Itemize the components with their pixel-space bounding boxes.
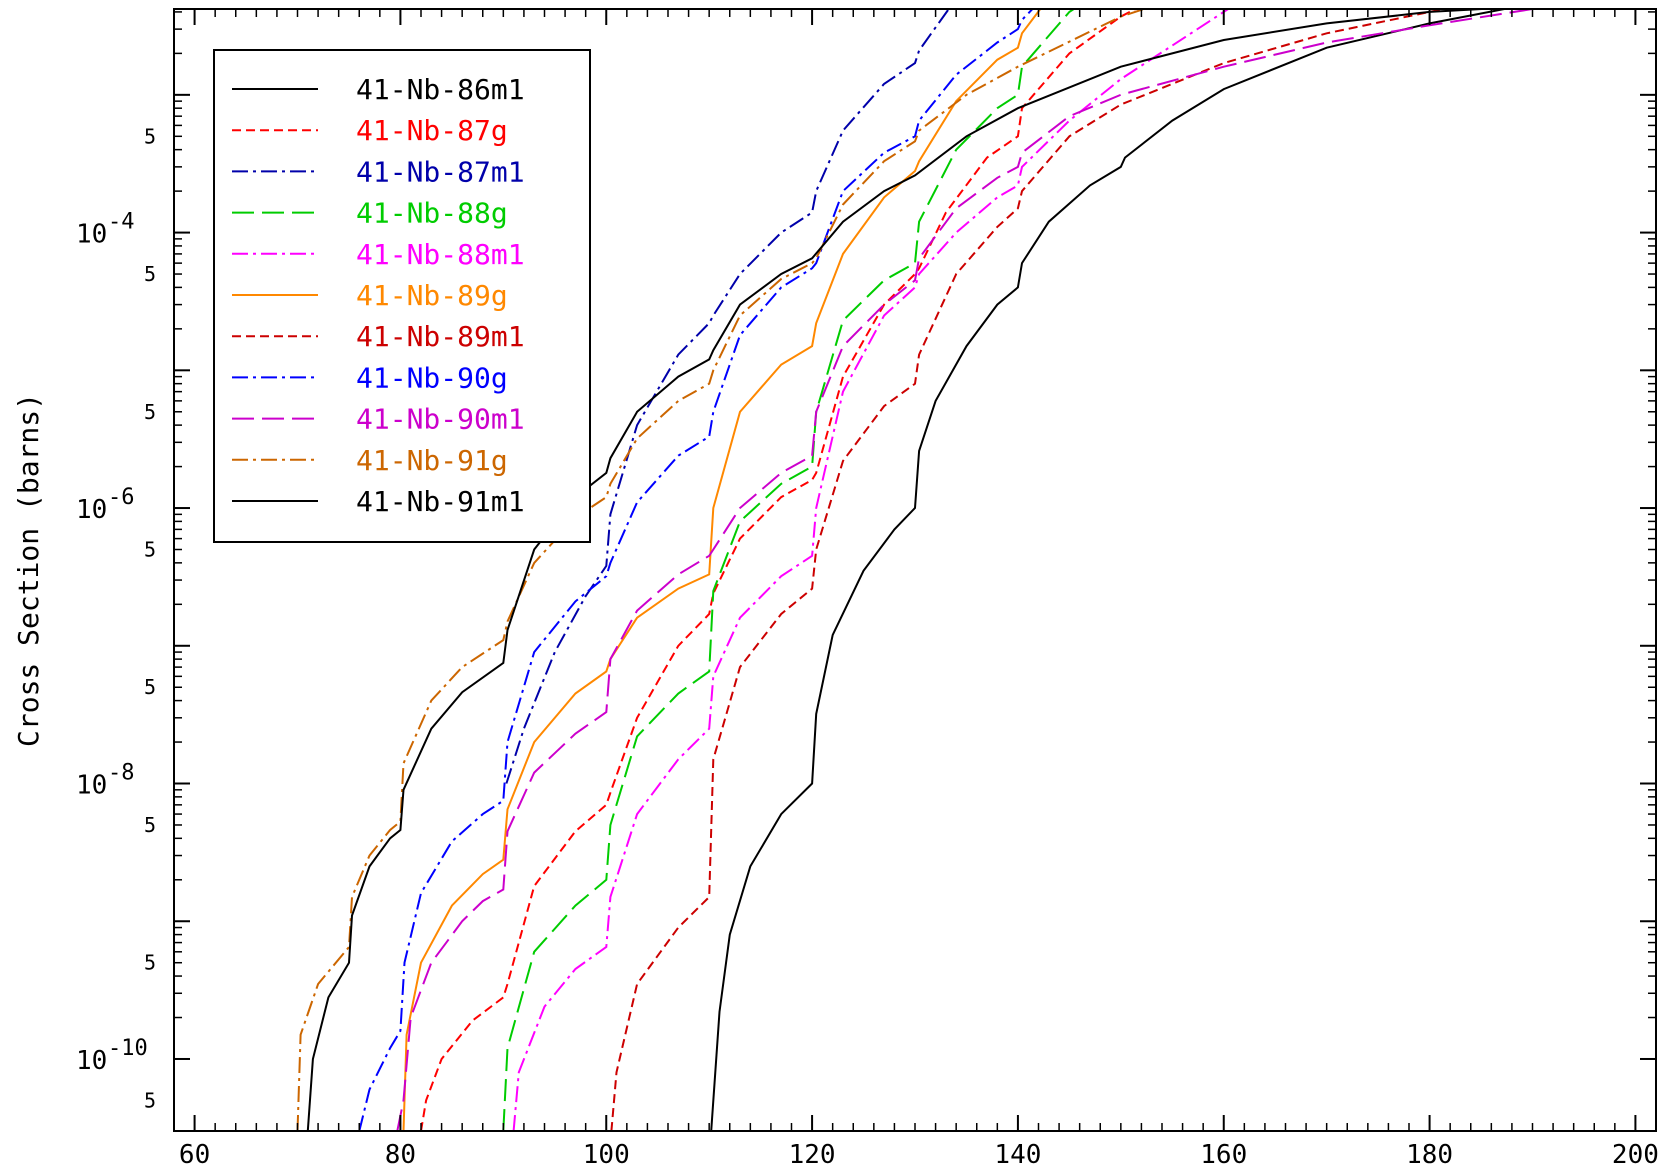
legend-label: 41-Nb-91m1 xyxy=(356,485,525,518)
legend-label: 41-Nb-87m1 xyxy=(356,155,525,188)
x-tick-label: 200 xyxy=(1612,1140,1659,1170)
legend-label: 41-Nb-86m1 xyxy=(356,73,525,106)
legend-label: 41-Nb-90g xyxy=(356,361,508,394)
legend-label: 41-Nb-89m1 xyxy=(356,320,525,353)
y-minor-tick-label: 5 xyxy=(144,1088,156,1112)
series-line-41-Nb-91m1 xyxy=(306,9,1501,1131)
legend-label: 41-Nb-90m1 xyxy=(356,403,525,436)
y-minor-tick-label: 5 xyxy=(144,813,156,837)
x-tick-label: 80 xyxy=(385,1140,416,1170)
x-tick-label: 60 xyxy=(179,1140,210,1170)
y-tick-label-exponent: -8 xyxy=(108,761,135,786)
x-tick-label: 140 xyxy=(994,1140,1041,1170)
y-minor-tick-label: 5 xyxy=(144,538,156,562)
y-minor-tick-label: 5 xyxy=(144,675,156,699)
series-layer xyxy=(296,9,1540,1131)
x-tick-label: 100 xyxy=(583,1140,630,1170)
x-tick-label: 160 xyxy=(1200,1140,1247,1170)
series-line-41-Nb-88m1 xyxy=(512,9,1231,1131)
x-tick-label: 120 xyxy=(789,1140,836,1170)
series-line-41-Nb-89g xyxy=(402,9,1042,1131)
y-tick-label-base: 10 xyxy=(76,771,107,801)
legend-label: 41-Nb-91g xyxy=(356,444,508,477)
series-line-41-Nb-87g xyxy=(420,9,1138,1131)
legend: 41-Nb-86m1 41-Nb-87g 41-Nb-87m1 41-Nb-88g 41… xyxy=(213,49,591,543)
y-minor-tick-label: 5 xyxy=(144,262,156,286)
legend-label: 41-Nb-87g xyxy=(356,114,508,147)
series-line-41-Nb-91g xyxy=(296,9,1148,1131)
x-tick-label: 180 xyxy=(1406,1140,1453,1170)
legend-label: 41-Nb-88g xyxy=(356,197,508,230)
y-minor-tick-label: 5 xyxy=(144,124,156,148)
y-tick-label-base: 10 xyxy=(76,1046,107,1076)
series-line-41-Nb-90m1 xyxy=(396,9,1540,1131)
legend-label: 41-Nb-89g xyxy=(356,279,508,312)
y-tick-label-exponent: -6 xyxy=(108,485,135,510)
legend-label: 41-Nb-88m1 xyxy=(356,238,525,271)
y-minor-tick-label: 5 xyxy=(144,951,156,975)
y-tick-label-exponent: -10 xyxy=(108,1036,148,1061)
series-line-41-Nb-89m1 xyxy=(610,9,1451,1131)
series-line-41-Nb-87m1 xyxy=(505,9,950,784)
series-line-41-Nb-88g xyxy=(502,9,1076,1131)
series-line-41-Nb-86m1 xyxy=(710,9,1510,1131)
y-tick-label-base: 10 xyxy=(76,495,107,525)
y-tick-label-exponent: -4 xyxy=(108,210,135,235)
y-axis-label: Cross Section (barns) xyxy=(12,393,45,747)
y-minor-tick-label: 5 xyxy=(144,400,156,424)
y-tick-label-base: 10 xyxy=(76,220,107,250)
